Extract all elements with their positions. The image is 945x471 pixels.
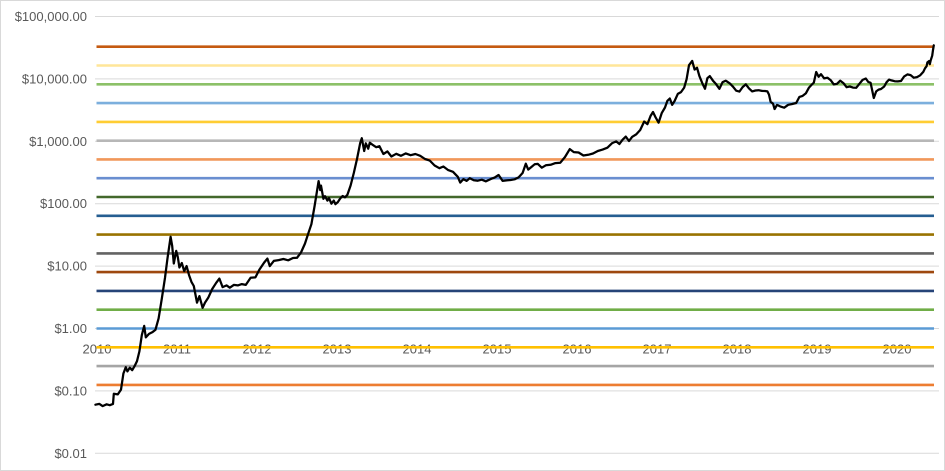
- x-axis-label: 2015: [483, 342, 512, 357]
- x-axis-label: 2014: [403, 342, 432, 357]
- x-axis-label: 2012: [243, 342, 272, 357]
- x-axis-label: 2017: [643, 342, 672, 357]
- x-axis-label: 2016: [563, 342, 592, 357]
- y-axis-label: $100.00: [40, 196, 87, 211]
- x-axis-label: 2018: [723, 342, 752, 357]
- y-axis-label: $10.00: [47, 259, 87, 274]
- x-axis-label: 2011: [163, 342, 191, 357]
- x-axis-label: 2019: [803, 342, 832, 357]
- y-axis-label: $100,000.00: [15, 9, 87, 24]
- x-axis-label: 2013: [323, 342, 352, 357]
- y-axis-label: $0.10: [54, 383, 87, 398]
- x-axis-label: 2010: [83, 342, 112, 357]
- y-axis-label: $1.00: [54, 321, 87, 336]
- price-line-series: [94, 44, 935, 408]
- x-axis-label: 2020: [883, 342, 912, 357]
- y-axis-label: $1,000.00: [29, 134, 87, 149]
- y-axis-label: $0.01: [54, 446, 87, 461]
- y-axis-label: $10,000.00: [22, 71, 87, 86]
